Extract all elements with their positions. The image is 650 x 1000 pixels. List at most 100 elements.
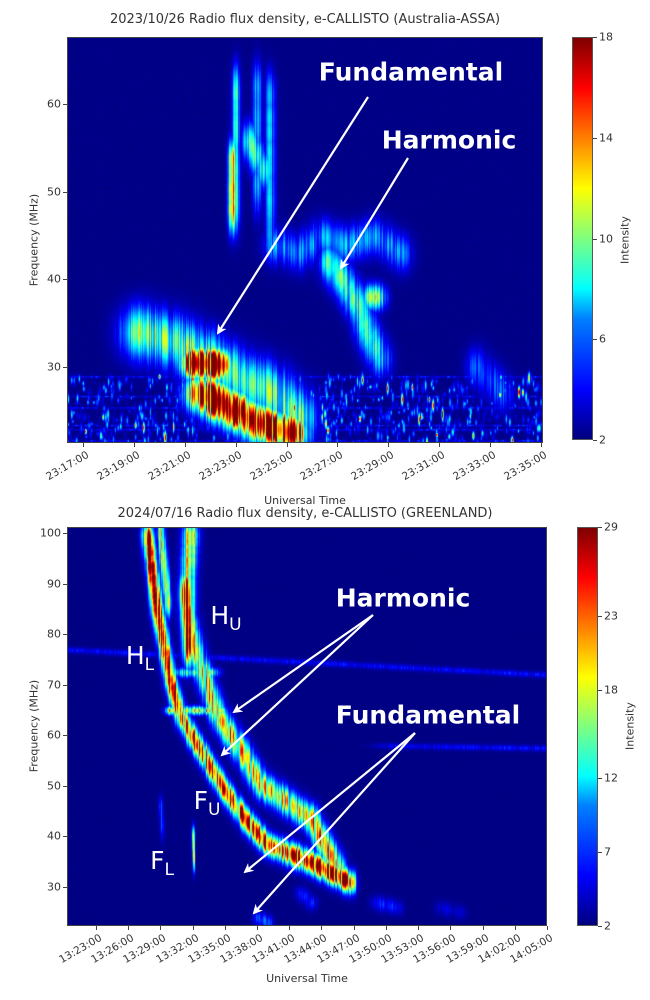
x-tick-label: 23:27:00	[298, 449, 346, 483]
colorbar-tick	[593, 238, 597, 240]
x-tick	[337, 443, 339, 447]
colorbar-bottom	[577, 527, 598, 926]
colorbar-tick	[598, 615, 602, 617]
y-axis-label-top: Frequency (MHz)	[27, 193, 41, 287]
x-tick	[547, 926, 548, 930]
x-tick	[540, 443, 542, 447]
annotation-harmonic-bottom: Harmonic	[335, 583, 471, 613]
colorbar-label-top: Intensity	[618, 216, 632, 264]
x-tick-label: 23:19:00	[95, 449, 142, 483]
colorbar-tick-label: 12	[604, 771, 618, 785]
label-h-upper: HU	[210, 601, 242, 635]
y-tick-label: 100	[40, 526, 61, 540]
colorbar-tick-label: 6	[599, 332, 606, 346]
x-tick	[321, 926, 323, 930]
y-tick	[63, 191, 67, 193]
x-tick	[514, 926, 516, 930]
x-tick	[95, 926, 97, 930]
y-axis-label-bottom: Frequency (MHz)	[27, 679, 41, 773]
x-tick	[235, 443, 237, 447]
x-tick-label: 23:25:00	[247, 449, 295, 483]
plot-frame-top	[67, 37, 543, 443]
colorbar-label-bottom: Intensity	[623, 702, 637, 750]
annotation-fundamental-bottom: Fundamental	[335, 700, 521, 730]
y-tick-label: 80	[47, 627, 61, 641]
label-h-lower: HL	[125, 641, 155, 675]
x-tick	[353, 926, 355, 930]
label-f-lower: FL	[150, 846, 174, 880]
x-tick	[388, 443, 390, 447]
y-tick-label: 40	[47, 829, 61, 843]
x-tick-label: 23:33:00	[451, 449, 499, 483]
y-tick-label: 30	[47, 360, 61, 374]
colorbar-tick	[593, 137, 597, 139]
y-tick	[63, 887, 67, 889]
x-tick-label: 23:31:00	[400, 449, 448, 483]
annotation-harmonic-top: Harmonic	[381, 125, 517, 155]
x-tick	[257, 926, 259, 930]
x-tick-label: 23:23:00	[196, 449, 244, 483]
x-tick-label: 23:29:00	[349, 449, 397, 483]
y-tick-label: 30	[47, 880, 61, 894]
colorbar-tick-label: 29	[604, 520, 618, 534]
x-tick	[83, 443, 85, 447]
colorbar-tick	[593, 440, 597, 441]
colorbar-tick	[593, 37, 597, 38]
y-tick-label: 60	[47, 728, 61, 742]
x-tick	[490, 443, 492, 447]
chart-title-bottom: 2024/07/16 Radio flux density, e-CALLIST…	[117, 506, 493, 521]
colorbar-tick	[598, 778, 602, 780]
y-tick	[63, 279, 67, 281]
x-axis-label-bottom: Universal Time	[266, 972, 348, 985]
colorbar-tick	[598, 852, 602, 854]
colorbar-tick	[593, 339, 597, 341]
y-tick	[63, 634, 67, 636]
x-tick-label: 23:21:00	[145, 449, 193, 483]
x-tick	[450, 926, 452, 930]
label-f-upper: FU	[193, 786, 221, 820]
x-tick	[289, 926, 291, 930]
y-tick-label: 50	[47, 779, 61, 793]
x-tick-label: 23:17:00	[44, 449, 92, 483]
y-tick	[63, 684, 67, 686]
x-tick-label: 23:35:00	[502, 449, 549, 483]
x-tick	[385, 926, 387, 930]
x-tick	[192, 926, 194, 930]
colorbar-tick-label: 7	[604, 845, 611, 859]
chart-title-top: 2023/10/26 Radio flux density, e-CALLIST…	[109, 12, 501, 27]
colorbar-tick-label: 10	[599, 232, 613, 245]
y-tick-label: 60	[47, 97, 61, 111]
y-tick	[63, 533, 67, 535]
y-tick	[63, 104, 67, 106]
colorbar-tick-label: 18	[599, 30, 613, 44]
plot-frame-bottom	[67, 527, 547, 926]
y-tick-label: 50	[47, 185, 61, 199]
x-tick	[128, 926, 130, 930]
y-tick	[63, 366, 67, 368]
y-tick	[63, 735, 67, 737]
y-tick-label: 70	[47, 678, 61, 692]
x-tick	[482, 926, 484, 930]
x-tick	[439, 443, 441, 447]
x-tick	[224, 926, 226, 930]
colorbar-tick-label: 23	[604, 609, 618, 623]
x-tick	[418, 926, 420, 930]
colorbar-tick	[598, 689, 602, 691]
colorbar-tick	[598, 926, 602, 927]
y-tick-label: 90	[47, 577, 61, 591]
colorbar-top	[572, 37, 593, 440]
colorbar-tick-label: 18	[604, 683, 618, 697]
colorbar-tick	[598, 527, 602, 528]
y-tick-label: 40	[47, 272, 61, 286]
x-tick	[184, 443, 186, 447]
x-axis-label-top: Universal Time	[264, 494, 346, 507]
x-tick	[160, 926, 162, 930]
annotation-fundamental-top: Fundamental	[318, 57, 504, 87]
x-tick	[286, 443, 288, 447]
colorbar-tick-label: 2	[604, 919, 611, 933]
x-tick	[133, 443, 135, 447]
y-tick	[63, 836, 67, 838]
y-tick	[63, 785, 67, 787]
colorbar-tick-label: 14	[599, 131, 613, 145]
y-tick	[63, 583, 67, 585]
